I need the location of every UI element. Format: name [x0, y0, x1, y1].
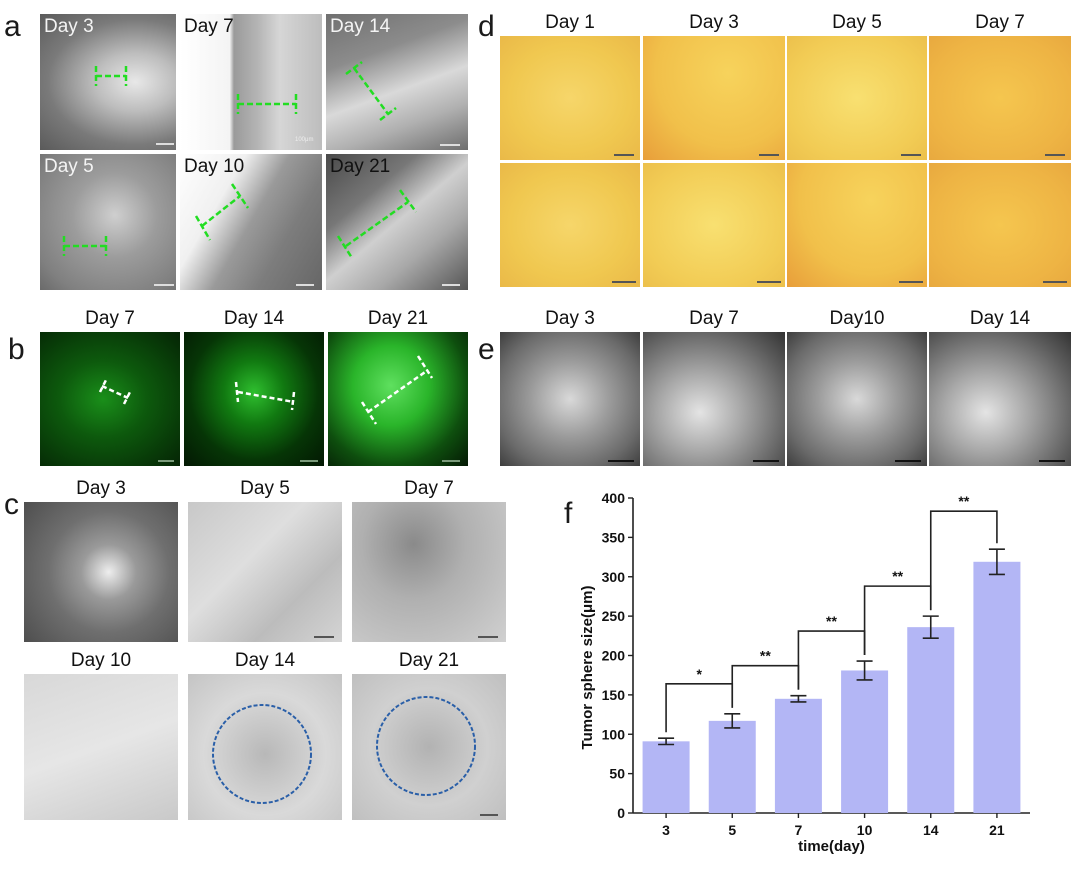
panel-e-image-day7: [643, 332, 785, 466]
panel-e-image-day14: [929, 332, 1071, 466]
x-tick-label: 7: [795, 822, 803, 838]
y-tick-label: 150: [602, 687, 626, 703]
panel-f-letter: f: [564, 497, 573, 530]
significance-label: *: [696, 666, 702, 682]
x-tick-label: 10: [857, 822, 873, 838]
panel-e-label-day3: Day 3: [545, 308, 595, 329]
panel-b-label-day7: Day 7: [85, 308, 135, 329]
x-axis-label: time(day): [798, 838, 865, 855]
panel-c-image-day21: [352, 674, 506, 820]
x-tick-label: 3: [662, 822, 670, 838]
panel-d-image-r1-day5: [787, 36, 927, 160]
panel-a-image-day3: Day 3: [40, 14, 176, 150]
x-tick-label: 5: [728, 822, 736, 838]
bar-14: [907, 627, 955, 813]
panel-d-image-r2-day7: [929, 163, 1071, 287]
panel-c-label-day3: Day 3: [76, 478, 126, 499]
panel-a-image-day7: Day 7 100μm: [180, 14, 322, 150]
panel-e-label-day14: Day 14: [969, 308, 1031, 329]
panel-e-image-day10: [787, 332, 927, 466]
panel-a-image-day21: Day 21: [326, 154, 468, 290]
panel-c-image-day7: [352, 502, 506, 642]
panel-c-image-day10: [24, 674, 178, 820]
bar-3: [642, 741, 690, 813]
panel-a-image-day5: Day 5: [40, 154, 176, 290]
y-tick-label: 400: [602, 490, 626, 506]
panel-e-label-day7: Day 7: [689, 308, 739, 329]
panel-a-label-day5: Day 5: [44, 156, 94, 177]
y-tick-label: 200: [602, 648, 626, 664]
panel-d-image-r1-day7: [929, 36, 1071, 160]
panel-c-label-day10: Day 10: [70, 650, 132, 671]
x-tick-label: 21: [989, 822, 1005, 838]
panel-b-image-day7: [40, 332, 180, 466]
significance-label: **: [760, 648, 771, 664]
bar-7: [774, 698, 822, 813]
panel-d-image-r2-day3: [643, 163, 785, 287]
x-tick-label: 14: [923, 822, 939, 838]
panel-a-label-day14: Day 14: [330, 16, 391, 37]
significance-label: **: [892, 568, 903, 584]
panel-a-image-day10: Day 10: [180, 154, 322, 290]
panel-c-image-day5: [188, 502, 342, 642]
panel-c-label-day21: Day 21: [398, 650, 460, 671]
panel-c-circle-day21: [376, 696, 476, 796]
panel-d-image-r1-day3: [643, 36, 785, 160]
panel-d-image-r2-day5: [787, 163, 927, 287]
panel-a-label-day21: Day 21: [330, 156, 391, 177]
significance-label: **: [826, 613, 837, 629]
panel-a-scalebar-text: 100μm: [295, 137, 314, 143]
panel-a-image-day14: Day 14: [326, 14, 468, 150]
panel-e-label-day10: Day10: [829, 308, 885, 329]
panel-d-label-day7: Day 7: [975, 12, 1025, 33]
panel-a-label-day3: Day 3: [44, 16, 94, 37]
panel-c-circle-day14: [212, 704, 312, 804]
panel-d-image-r2-day1: [500, 163, 640, 287]
panel-e-image-day3: [500, 332, 640, 466]
panel-b-image-day21: [328, 332, 468, 466]
panel-d-label-day5: Day 5: [832, 12, 882, 33]
panel-a-letter: a: [4, 10, 21, 43]
panel-a-label-day7: Day 7: [184, 16, 234, 37]
panel-c-letter: c: [4, 488, 19, 521]
bar-5: [708, 720, 756, 813]
y-tick-label: 0: [617, 805, 625, 821]
panel-d-label-day3: Day 3: [689, 12, 739, 33]
panel-d-letter: d: [478, 10, 495, 43]
y-tick-label: 100: [602, 726, 626, 742]
y-tick-label: 250: [602, 608, 626, 624]
panel-d-image-r1-day1: [500, 36, 640, 160]
panel-e-letter: e: [478, 333, 495, 366]
panel-c-label-day14: Day 14: [234, 650, 296, 671]
y-tick-label: 350: [602, 529, 626, 545]
significance-label: **: [958, 493, 969, 509]
y-tick-label: 50: [609, 766, 625, 782]
significance-bracket: [929, 510, 998, 611]
y-axis-label: Tumor sphere size(μm): [579, 586, 596, 750]
panel-a-label-day10: Day 10: [184, 156, 245, 177]
panel-b-letter: b: [8, 333, 25, 366]
panel-c-image-day14: [188, 674, 342, 820]
bar-10: [841, 670, 889, 813]
panel-c-label-day7: Day 7: [404, 478, 454, 499]
panel-b-label-day21: Day 21: [367, 308, 429, 329]
bar-21: [973, 561, 1021, 813]
panel-b-image-day14: [184, 332, 324, 466]
panel-b-label-day14: Day 14: [223, 308, 285, 329]
y-tick-label: 300: [602, 569, 626, 585]
panel-c-image-day3: [24, 502, 178, 642]
panel-d-label-day1: Day 1: [545, 12, 595, 33]
panel-c-label-day5: Day 5: [240, 478, 290, 499]
